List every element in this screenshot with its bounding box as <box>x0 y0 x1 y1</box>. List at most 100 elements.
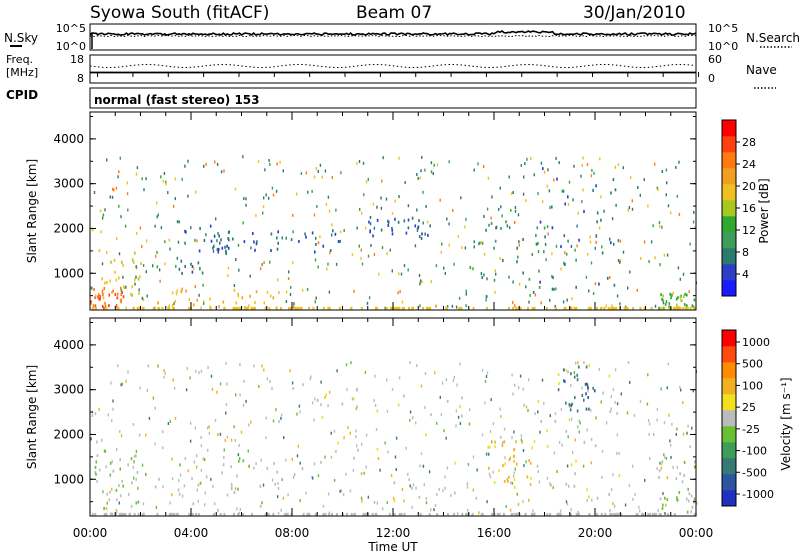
heatmap-cell <box>331 176 333 179</box>
heatmap-cell <box>141 463 144 467</box>
heatmap-cell <box>551 275 553 278</box>
heatmap-cell <box>225 249 227 253</box>
heatmap-cell <box>632 464 634 468</box>
heatmap-cell <box>564 202 566 206</box>
heatmap-cell <box>417 225 420 229</box>
heatmap-cell <box>355 429 357 433</box>
heatmap-cell <box>555 287 557 291</box>
heatmap-cell <box>442 489 444 493</box>
heatmap-cell <box>171 512 174 516</box>
heatmap-cell <box>676 427 678 431</box>
heatmap-cell <box>644 478 646 482</box>
heatmap-cell <box>676 465 679 469</box>
heatmap-cell <box>566 252 568 256</box>
y-tick-label: 3000 <box>53 177 84 191</box>
heatmap-cell <box>458 306 461 310</box>
heatmap-cell <box>152 396 155 400</box>
heatmap-cell <box>125 285 127 289</box>
heatmap-cell <box>340 230 342 234</box>
colorbar-tick-label: -500 <box>742 466 767 479</box>
heatmap-cell <box>606 276 609 280</box>
heatmap-cell <box>212 512 215 516</box>
heatmap-cell <box>610 395 612 399</box>
heatmap-cell <box>178 267 181 271</box>
heatmap-cell <box>173 512 176 516</box>
heatmap-cell <box>135 265 137 269</box>
heatmap-cell <box>121 290 123 294</box>
heatmap-cell <box>131 293 133 297</box>
heatmap-cell <box>570 508 572 512</box>
heatmap-cell <box>654 162 656 166</box>
heatmap-cell <box>221 246 224 250</box>
heatmap-cell <box>675 432 677 436</box>
heatmap-cell <box>276 236 278 240</box>
heatmap-cell <box>105 507 108 510</box>
heatmap-cell <box>539 220 542 224</box>
heatmap-cell <box>566 502 569 506</box>
heatmap-cell <box>121 382 124 386</box>
heatmap-cell <box>126 181 129 185</box>
heatmap-cell <box>481 512 484 516</box>
heatmap-cell <box>498 512 501 516</box>
heatmap-cell <box>660 387 662 391</box>
heatmap-cell <box>311 401 314 405</box>
heatmap-cell <box>360 306 363 310</box>
heatmap-cell <box>278 291 280 295</box>
heatmap-cell <box>309 377 311 381</box>
heatmap-cell <box>391 387 394 391</box>
heatmap-cell <box>639 399 642 403</box>
heatmap-cell <box>647 419 650 422</box>
heatmap-cell <box>675 498 678 502</box>
heatmap-cell <box>198 293 200 297</box>
heatmap-cell <box>204 491 206 495</box>
heatmap-cell <box>530 157 532 160</box>
heatmap-cell <box>91 512 94 516</box>
heatmap-cell <box>537 242 539 245</box>
heatmap-cell <box>488 223 490 227</box>
heatmap-cell <box>300 306 303 310</box>
heatmap-cell <box>118 484 120 487</box>
heatmap-cell <box>209 297 211 301</box>
heatmap-cell <box>522 387 524 391</box>
heatmap-cell <box>484 380 487 383</box>
heatmap-cell <box>485 452 488 456</box>
heatmap-cell <box>248 304 250 308</box>
heatmap-cell <box>200 444 203 448</box>
heatmap-cell <box>396 306 399 310</box>
heatmap-cell <box>278 420 280 424</box>
heatmap-cell <box>446 466 449 470</box>
heatmap-cell <box>163 369 165 373</box>
heatmap-cell <box>304 232 306 236</box>
heatmap-cell <box>679 385 681 389</box>
heatmap-cell <box>197 261 200 265</box>
heatmap-cell <box>502 464 504 468</box>
heatmap-cell <box>268 159 270 162</box>
heatmap-cell <box>433 508 435 512</box>
heatmap-cell <box>594 389 596 393</box>
heatmap-cell <box>627 286 629 290</box>
heatmap-cell <box>202 302 205 305</box>
heatmap-cell <box>419 512 422 516</box>
heatmap-cell <box>330 455 333 459</box>
heatmap-cell <box>563 368 565 372</box>
heatmap-cell <box>332 229 334 233</box>
heatmap-cell <box>168 238 170 242</box>
heatmap-cell <box>155 254 157 258</box>
heatmap-cell <box>694 460 696 464</box>
heatmap-cell <box>230 487 233 491</box>
heatmap-cell <box>138 306 141 310</box>
heatmap-cell <box>485 228 487 232</box>
heatmap-cell <box>557 388 560 392</box>
heatmap-cell <box>152 264 154 268</box>
heatmap-cell <box>305 171 307 175</box>
heatmap-cell <box>585 407 588 411</box>
heatmap-cell <box>157 301 159 305</box>
heatmap-cell <box>271 478 274 482</box>
heatmap-cell <box>106 250 108 254</box>
y-tick-label: 3000 <box>53 383 84 397</box>
heatmap-cell <box>692 389 694 393</box>
heatmap-cell <box>665 456 668 460</box>
heatmap-cell <box>575 512 578 516</box>
heatmap-cell <box>356 405 358 409</box>
heatmap-cell <box>210 374 213 378</box>
